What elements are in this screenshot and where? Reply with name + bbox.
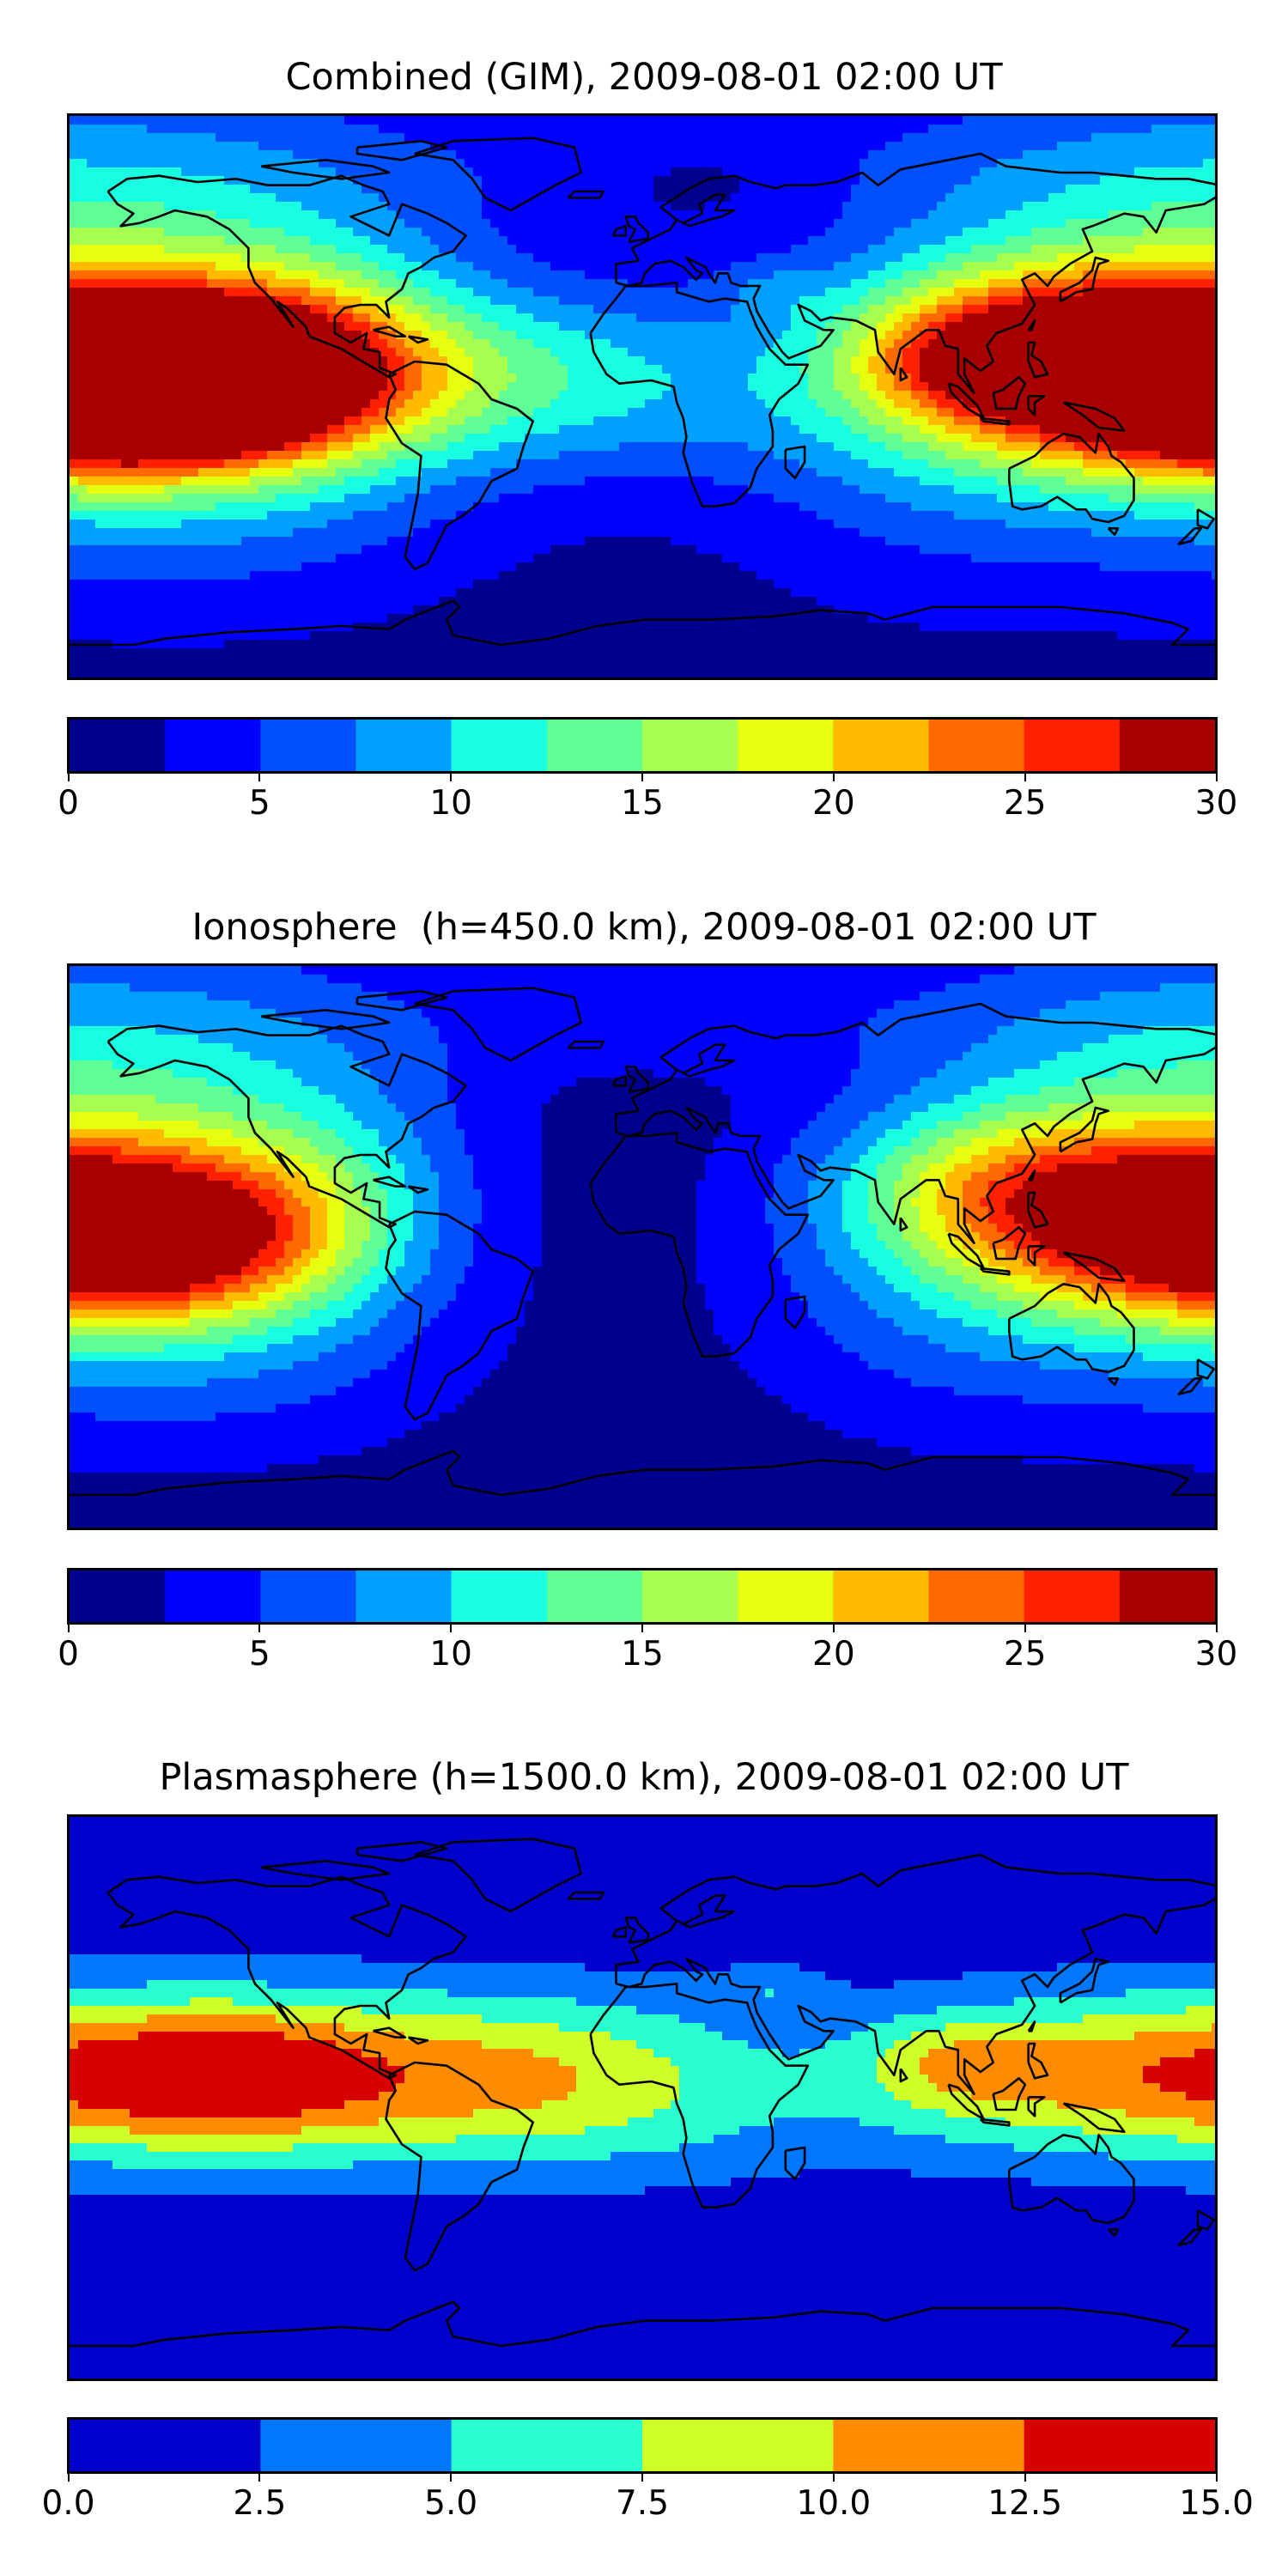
colorbar-tick-label-combined-3: 15 <box>621 785 664 823</box>
map-ionosphere <box>67 963 1218 1530</box>
colorbar-swatch-combined-0 <box>70 720 166 771</box>
panel-title-ionosphere: Ionosphere (h=450.0 km), 2009-08-01 02:0… <box>0 906 1288 949</box>
colorbar-swatch-plasmasphere-2 <box>451 2420 643 2471</box>
colorbar-swatch-plasmasphere-3 <box>642 2420 834 2471</box>
colorbar-tick-combined-2 <box>450 771 453 781</box>
colorbar-tick-combined-5 <box>1024 771 1026 781</box>
colorbar-tick-label-ionosphere-6: 30 <box>1195 1636 1238 1674</box>
map-combined <box>67 113 1218 680</box>
map-svg-combined <box>70 116 1215 677</box>
colorbar-tick-label-ionosphere-4: 20 <box>812 1636 855 1674</box>
colorbar-swatch-ionosphere-1 <box>165 1571 261 1622</box>
colorbar-tick-label-combined-5: 25 <box>1004 785 1047 823</box>
colorbar-tick-plasmasphere-6 <box>1215 2471 1218 2482</box>
colorbar-tick-label-plasmasphere-0: 0.0 <box>41 2485 94 2523</box>
colorbar-tick-plasmasphere-0 <box>67 2471 70 2482</box>
colorbar-tick-label-ionosphere-2: 10 <box>429 1636 472 1674</box>
colorbar-svg-plasmasphere <box>70 2420 1215 2471</box>
colorbar-tick-label-combined-0: 0 <box>58 785 79 823</box>
colorbar-svg-ionosphere <box>70 1571 1215 1622</box>
colorbar-swatch-combined-3 <box>355 720 453 771</box>
colorbar-tick-label-plasmasphere-5: 12.5 <box>987 2485 1062 2523</box>
colorbar-swatch-combined-9 <box>928 720 1025 771</box>
colorbar-tick-label-ionosphere-0: 0 <box>58 1636 79 1674</box>
colorbar-swatch-combined-5 <box>546 720 643 771</box>
colorbar-swatch-ionosphere-3 <box>355 1571 453 1622</box>
colorbar-tick-label-plasmasphere-4: 10.0 <box>796 2485 871 2523</box>
colorbar-swatch-plasmasphere-5 <box>1024 2420 1215 2471</box>
colorbar-ticks-plasmasphere: 0.0 2.5 5.0 7.5 10.0 12.5 15.0 <box>41 2471 1254 2523</box>
colorbar-tick-label-plasmasphere-2: 5.0 <box>424 2485 477 2523</box>
map-svg-plasmasphere <box>70 1817 1215 2379</box>
colorbar-tick-ionosphere-4 <box>832 1622 835 1632</box>
colorbar-swatch-plasmasphere-0 <box>70 2420 261 2471</box>
colorbar-swatch-combined-8 <box>833 720 929 771</box>
colorbar-swatch-ionosphere-11 <box>1119 1571 1215 1622</box>
colorbar-plasmasphere <box>67 2417 1218 2474</box>
colorbar-tick-label-ionosphere-3: 15 <box>621 1636 664 1674</box>
colorbar-tick-plasmasphere-2 <box>450 2471 453 2482</box>
colorbar-tick-combined-6 <box>1215 771 1218 781</box>
colorbar-tick-label-combined-1: 5 <box>249 785 270 823</box>
colorbar-swatch-plasmasphere-4 <box>833 2420 1025 2471</box>
colorbar-swatch-combined-1 <box>165 720 261 771</box>
colorbar-swatch-combined-11 <box>1119 720 1215 771</box>
colorbar-tick-combined-0 <box>67 771 70 781</box>
colorbar-swatch-ionosphere-10 <box>1024 1571 1121 1622</box>
colorbar-tick-plasmasphere-5 <box>1024 2471 1026 2482</box>
colorbar-swatch-ionosphere-2 <box>260 1571 356 1622</box>
colorbar-swatch-ionosphere-5 <box>546 1571 643 1622</box>
colorbar-swatch-ionosphere-7 <box>738 1571 834 1622</box>
colorbar-swatch-plasmasphere-1 <box>260 2420 453 2471</box>
colorbar-tick-ionosphere-2 <box>450 1622 453 1632</box>
colorbar-tick-label-ionosphere-1: 5 <box>249 1636 270 1674</box>
colorbar-tick-combined-4 <box>832 771 835 781</box>
colorbar-tick-label-plasmasphere-1: 2.5 <box>233 2485 286 2523</box>
colorbar-tick-ionosphere-6 <box>1215 1622 1218 1632</box>
colorbar-swatch-combined-6 <box>642 720 738 771</box>
colorbar-swatch-combined-10 <box>1024 720 1121 771</box>
colorbar-swatch-ionosphere-9 <box>928 1571 1025 1622</box>
colorbar-tick-label-plasmasphere-6: 15.0 <box>1179 2485 1254 2523</box>
colorbar-swatch-ionosphere-0 <box>70 1571 166 1622</box>
colorbar-ticks-ionosphere: 0 5 10 15 20 25 30 <box>58 1622 1237 1674</box>
colorbar-tick-label-combined-4: 20 <box>812 785 855 823</box>
panel-title-plasmasphere: Plasmasphere (h=1500.0 km), 2009-08-01 0… <box>0 1756 1288 1799</box>
colorbar-combined <box>67 717 1218 774</box>
panel-title-combined: Combined (GIM), 2009-08-01 02:00 UT <box>0 56 1288 99</box>
colorbar-tick-label-ionosphere-5: 25 <box>1004 1636 1047 1674</box>
colorbar-tick-ionosphere-5 <box>1024 1622 1026 1632</box>
colorbar-tick-ionosphere-0 <box>67 1622 70 1632</box>
colorbar-tick-plasmasphere-1 <box>258 2471 261 2482</box>
colorbar-tick-label-combined-6: 30 <box>1195 785 1238 823</box>
colorbar-swatch-combined-7 <box>738 720 834 771</box>
colorbar-swatch-ionosphere-4 <box>451 1571 548 1622</box>
colorbar-tick-ionosphere-3 <box>641 1622 643 1632</box>
colorbar-tick-ionosphere-1 <box>258 1622 261 1632</box>
colorbar-ionosphere <box>67 1568 1218 1625</box>
colorbar-tick-label-plasmasphere-3: 7.5 <box>616 2485 669 2523</box>
colorbar-tick-label-combined-2: 10 <box>429 785 472 823</box>
colorbar-swatch-combined-2 <box>260 720 356 771</box>
colorbar-svg-combined <box>70 720 1215 771</box>
colorbar-tick-combined-3 <box>641 771 643 781</box>
colorbar-tick-plasmasphere-4 <box>832 2471 835 2482</box>
colorbar-swatch-combined-4 <box>451 720 548 771</box>
colorbar-swatch-ionosphere-8 <box>833 1571 929 1622</box>
map-svg-ionosphere <box>70 966 1215 1528</box>
map-plasmasphere <box>67 1814 1218 2381</box>
colorbar-ticks-combined: 0 5 10 15 20 25 30 <box>58 771 1237 823</box>
colorbar-tick-plasmasphere-3 <box>641 2471 643 2482</box>
colorbar-swatch-ionosphere-6 <box>642 1571 738 1622</box>
colorbar-tick-combined-1 <box>258 771 261 781</box>
